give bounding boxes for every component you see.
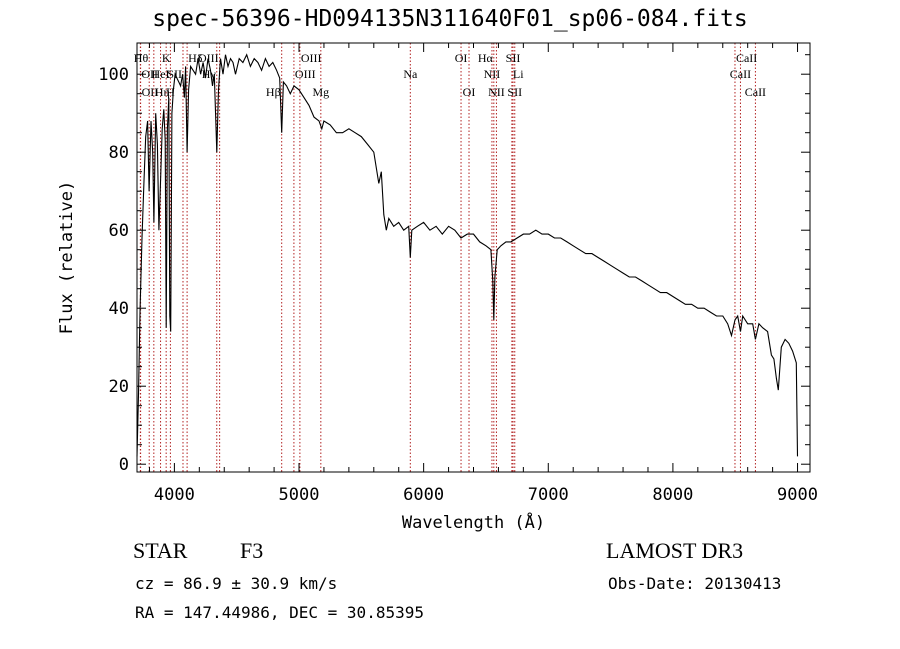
y-tick-label: 20 [109, 377, 129, 397]
observation-date: Obs-Date: 20130413 [608, 574, 782, 593]
y-axis-label: Flux (relative) [57, 181, 77, 335]
line-marker-label: OIII [295, 67, 316, 81]
x-tick-label: 7000 [528, 485, 569, 505]
line-marker-label: Hβ [266, 85, 281, 99]
line-marker-label: OI [455, 51, 468, 65]
y-axis-ticks: 0 20 40 60 80 100 [98, 54, 810, 475]
plot-frame [136, 42, 811, 473]
x-axis-label: Wavelength (Å) [402, 511, 545, 533]
line-marker-label: OIII [301, 51, 322, 65]
x-tick-label: 9000 [777, 485, 818, 505]
y-tick-label: 100 [98, 65, 129, 85]
object-type: STAR [133, 538, 188, 563]
line-marker-label: Mg [312, 85, 329, 99]
line-marker-label: HeI [152, 67, 170, 81]
coordinates-readout: RA = 147.44986, DEC = 30.85395 [135, 603, 424, 622]
line-marker-label: CaII [730, 67, 751, 81]
line-marker-label: NII [488, 85, 505, 99]
x-axis-ticks: 4000 5000 6000 7000 8000 9000 [148, 43, 818, 505]
line-marker-label: Hα [478, 51, 494, 65]
chart-title: spec-56396-HD094135N311640F01_sp06-084.f… [152, 6, 748, 32]
line-marker-label: OI [463, 85, 476, 99]
line-marker-label: Hθ [134, 51, 149, 65]
line-marker-label: Na [403, 67, 418, 81]
x-tick-label: 5000 [279, 485, 320, 505]
line-marker-label: Li [513, 67, 524, 81]
y-tick-label: 0 [119, 455, 129, 475]
line-marker-label: CaII [736, 51, 757, 65]
line-marker-label: K [162, 51, 171, 65]
survey-name: LAMOST DR3 [606, 538, 744, 563]
redshift-readout: cz = 86.9 ± 30.9 km/s [135, 574, 338, 593]
line-marker-label: Hη [155, 85, 170, 99]
line-marker-labels: HθOIIOIIHηHeIKSIIHHδOIIIHγHβOIIIOIIIMgNa… [134, 51, 766, 99]
y-tick-label: 80 [109, 143, 129, 163]
line-marker-label: H [166, 85, 175, 99]
line-marker-label: SII [507, 85, 522, 99]
line-marker-label: NII [484, 67, 501, 81]
x-tick-label: 8000 [652, 485, 693, 505]
y-tick-label: 60 [109, 221, 129, 241]
line-marker-label: SII [506, 51, 521, 65]
line-marker-label: OII [142, 85, 159, 99]
x-tick-label: 4000 [154, 485, 195, 505]
spectrum-line [136, 53, 799, 457]
line-markers [139, 43, 756, 472]
line-marker-label: OII [141, 67, 158, 81]
line-marker-label: OIII [198, 51, 219, 65]
spectral-class: F3 [240, 538, 264, 563]
line-marker-label: CaII [745, 85, 766, 99]
x-tick-label: 6000 [403, 485, 444, 505]
y-tick-label: 40 [109, 299, 129, 319]
